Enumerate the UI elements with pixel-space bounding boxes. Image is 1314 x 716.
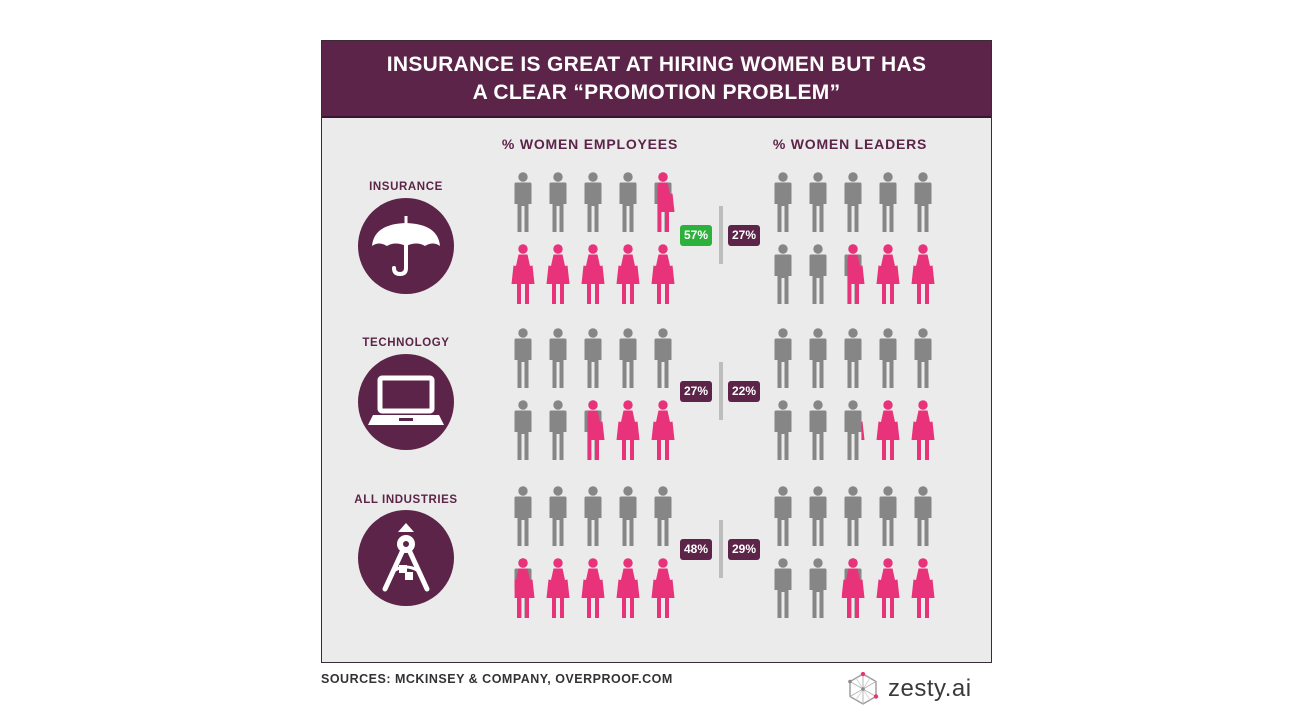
employees-insurance-person-10: [651, 244, 675, 304]
leaders-insurance-person-7: [809, 244, 827, 304]
leaders-insurance-person-2: [809, 172, 827, 232]
row-divider: [719, 362, 723, 420]
leaders-pct-label-all-industries: 29%: [728, 539, 761, 560]
leaders-insurance-person-5: [914, 172, 932, 232]
employees-all-industries-person-4: [619, 486, 637, 546]
employees-insurance-person-4: [619, 172, 637, 232]
employees-insurance-person-6: [511, 244, 535, 304]
leaders-technology-person-9: [876, 400, 900, 460]
leaders-pct-label-technology: 22%: [728, 381, 761, 402]
employees-all-industries-person-1: [514, 486, 532, 546]
leaders-column-header: % WOMEN LEADERS: [772, 136, 928, 152]
leaders-insurance-person-10: [911, 244, 935, 304]
employees-all-industries-person-9: [616, 558, 640, 618]
row-divider: [719, 206, 723, 264]
industry-icon-insurance: [358, 198, 454, 294]
leaders-technology-person-10: [911, 400, 935, 460]
leaders-technology-person-1: [774, 328, 792, 388]
leaders-technology-person-6: [774, 400, 792, 460]
employees-pct-label-all-industries: 48%: [680, 539, 713, 560]
title-banner: INSURANCE IS GREAT AT HIRING WOMEN BUT H…: [322, 41, 991, 118]
employees-technology-person-8: [584, 400, 605, 460]
leaders-insurance-person-1: [774, 172, 792, 232]
leaders-all-industries-person-3: [844, 486, 862, 546]
title-line-2: A CLEAR “PROMOTION PROBLEM”: [472, 80, 841, 104]
employees-insurance-person-7: [546, 244, 570, 304]
employees-technology-person-7: [549, 400, 567, 460]
leaders-insurance-person-8: [844, 244, 865, 304]
leaders-insurance-person-4: [879, 172, 897, 232]
leaders-all-industries-person-6: [774, 558, 792, 618]
employees-all-industries-person-7: [546, 558, 570, 618]
compass-icon: [382, 523, 430, 592]
leaders-insurance-person-9: [876, 244, 900, 304]
zesty-logo[interactable]: zesty.ai: [846, 672, 972, 706]
sources-note: SOURCES: MCKINSEY & COMPANY, OVERPROOF.C…: [321, 672, 673, 686]
employees-all-industries-person-10: [651, 558, 675, 618]
employees-technology-person-1: [514, 328, 532, 388]
employees-insurance-person-2: [549, 172, 567, 232]
leaders-all-industries-person-8: [841, 558, 865, 618]
employees-all-industries-person-5: [654, 486, 672, 546]
industry-label-technology: TECHNOLOGY: [362, 337, 450, 349]
industry-icon-technology: [358, 354, 454, 450]
leaders-technology-person-7: [809, 400, 827, 460]
employees-all-industries-person-2: [549, 486, 567, 546]
leaders-all-industries-person-5: [914, 486, 932, 546]
leaders-technology-person-5: [914, 328, 932, 388]
industry-label-insurance: INSURANCE: [369, 181, 443, 193]
leaders-technology-person-3: [844, 328, 862, 388]
employees-technology-person-5: [654, 328, 672, 388]
employees-column-header: % WOMEN EMPLOYEES: [501, 136, 679, 152]
employees-pct-label-technology: 27%: [680, 381, 713, 402]
employees-insurance-person-1: [514, 172, 532, 232]
employees-technology-person-3: [584, 328, 602, 388]
employees-all-industries-person-8: [581, 558, 605, 618]
employees-insurance-person-8: [581, 244, 605, 304]
leaders-pct-label-insurance: 27%: [728, 225, 761, 246]
employees-all-industries-person-3: [584, 486, 602, 546]
leaders-insurance-person-6: [774, 244, 792, 304]
leaders-technology-person-8: [844, 400, 865, 460]
laptop-icon: [368, 375, 444, 425]
leaders-all-industries-person-1: [774, 486, 792, 546]
leaders-all-industries-person-9: [876, 558, 900, 618]
title-line-1: INSURANCE IS GREAT AT HIRING WOMEN BUT H…: [386, 52, 927, 76]
employees-insurance-person-5: [654, 172, 675, 232]
leaders-insurance-person-3: [844, 172, 862, 232]
employees-insurance-person-3: [584, 172, 602, 232]
infographic-panel: INSURANCE IS GREAT AT HIRING WOMEN BUT H…: [321, 40, 992, 663]
employees-insurance-person-9: [616, 244, 640, 304]
leaders-technology-person-4: [879, 328, 897, 388]
employees-technology-person-2: [549, 328, 567, 388]
industry-icon-all-industries: [358, 510, 454, 606]
employees-technology-person-9: [616, 400, 640, 460]
employees-all-industries-person-6: [514, 558, 535, 618]
employees-technology-person-6: [514, 400, 532, 460]
logo-mark-icon: [848, 672, 879, 705]
leaders-all-industries-person-4: [879, 486, 897, 546]
row-divider: [719, 520, 723, 578]
leaders-all-industries-person-7: [809, 558, 827, 618]
leaders-technology-person-2: [809, 328, 827, 388]
employees-technology-person-10: [651, 400, 675, 460]
leaders-all-industries-person-10: [911, 558, 935, 618]
umbrella-icon: [372, 216, 440, 277]
employees-technology-person-4: [619, 328, 637, 388]
logo-text: zesty.ai: [888, 675, 972, 702]
leaders-all-industries-person-2: [809, 486, 827, 546]
industry-label-all-industries: ALL INDUSTRIES: [354, 494, 458, 506]
employees-pct-label-insurance: 57%: [680, 225, 713, 246]
